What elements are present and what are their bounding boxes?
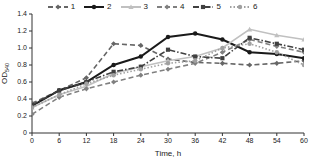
- svg-text:OD540: OD540: [8, 63, 10, 84]
- svg-text:0.2: 0.2: [17, 112, 27, 119]
- svg-text:0: 0: [30, 137, 34, 144]
- html-text:OD: OD: [0, 72, 9, 85]
- svg-text:54: 54: [273, 137, 281, 144]
- svg-text:1.2: 1.2: [17, 27, 27, 34]
- html-text:2: 2: [107, 2, 112, 11]
- svg-text:30: 30: [164, 137, 172, 144]
- html-text:6: 6: [252, 2, 258, 11]
- svg-text:0.8: 0.8: [17, 61, 27, 68]
- svg-text:0.6: 0.6: [17, 78, 27, 85]
- html-text:4: 4: [180, 2, 185, 11]
- svg-text:18: 18: [110, 137, 118, 144]
- svg-text:Time, h: Time, h: [155, 149, 181, 157]
- svg-text:24: 24: [137, 137, 145, 144]
- svg-text:6: 6: [57, 137, 61, 144]
- svg-text:60: 60: [300, 137, 304, 144]
- svg-text:12: 12: [83, 137, 91, 144]
- svg-text:36: 36: [191, 137, 199, 144]
- svg-text:42: 42: [219, 137, 227, 144]
- svg-text:48: 48: [246, 137, 254, 144]
- html-text:5: 5: [216, 2, 221, 11]
- html-text:3: 3: [143, 2, 148, 11]
- svg-text:0.4: 0.4: [17, 95, 27, 102]
- html-text:1: 1: [70, 2, 76, 11]
- svg-text:1.4: 1.4: [17, 10, 27, 17]
- svg-text:0: 0: [23, 129, 27, 136]
- svg-text:1.0: 1.0: [17, 44, 27, 51]
